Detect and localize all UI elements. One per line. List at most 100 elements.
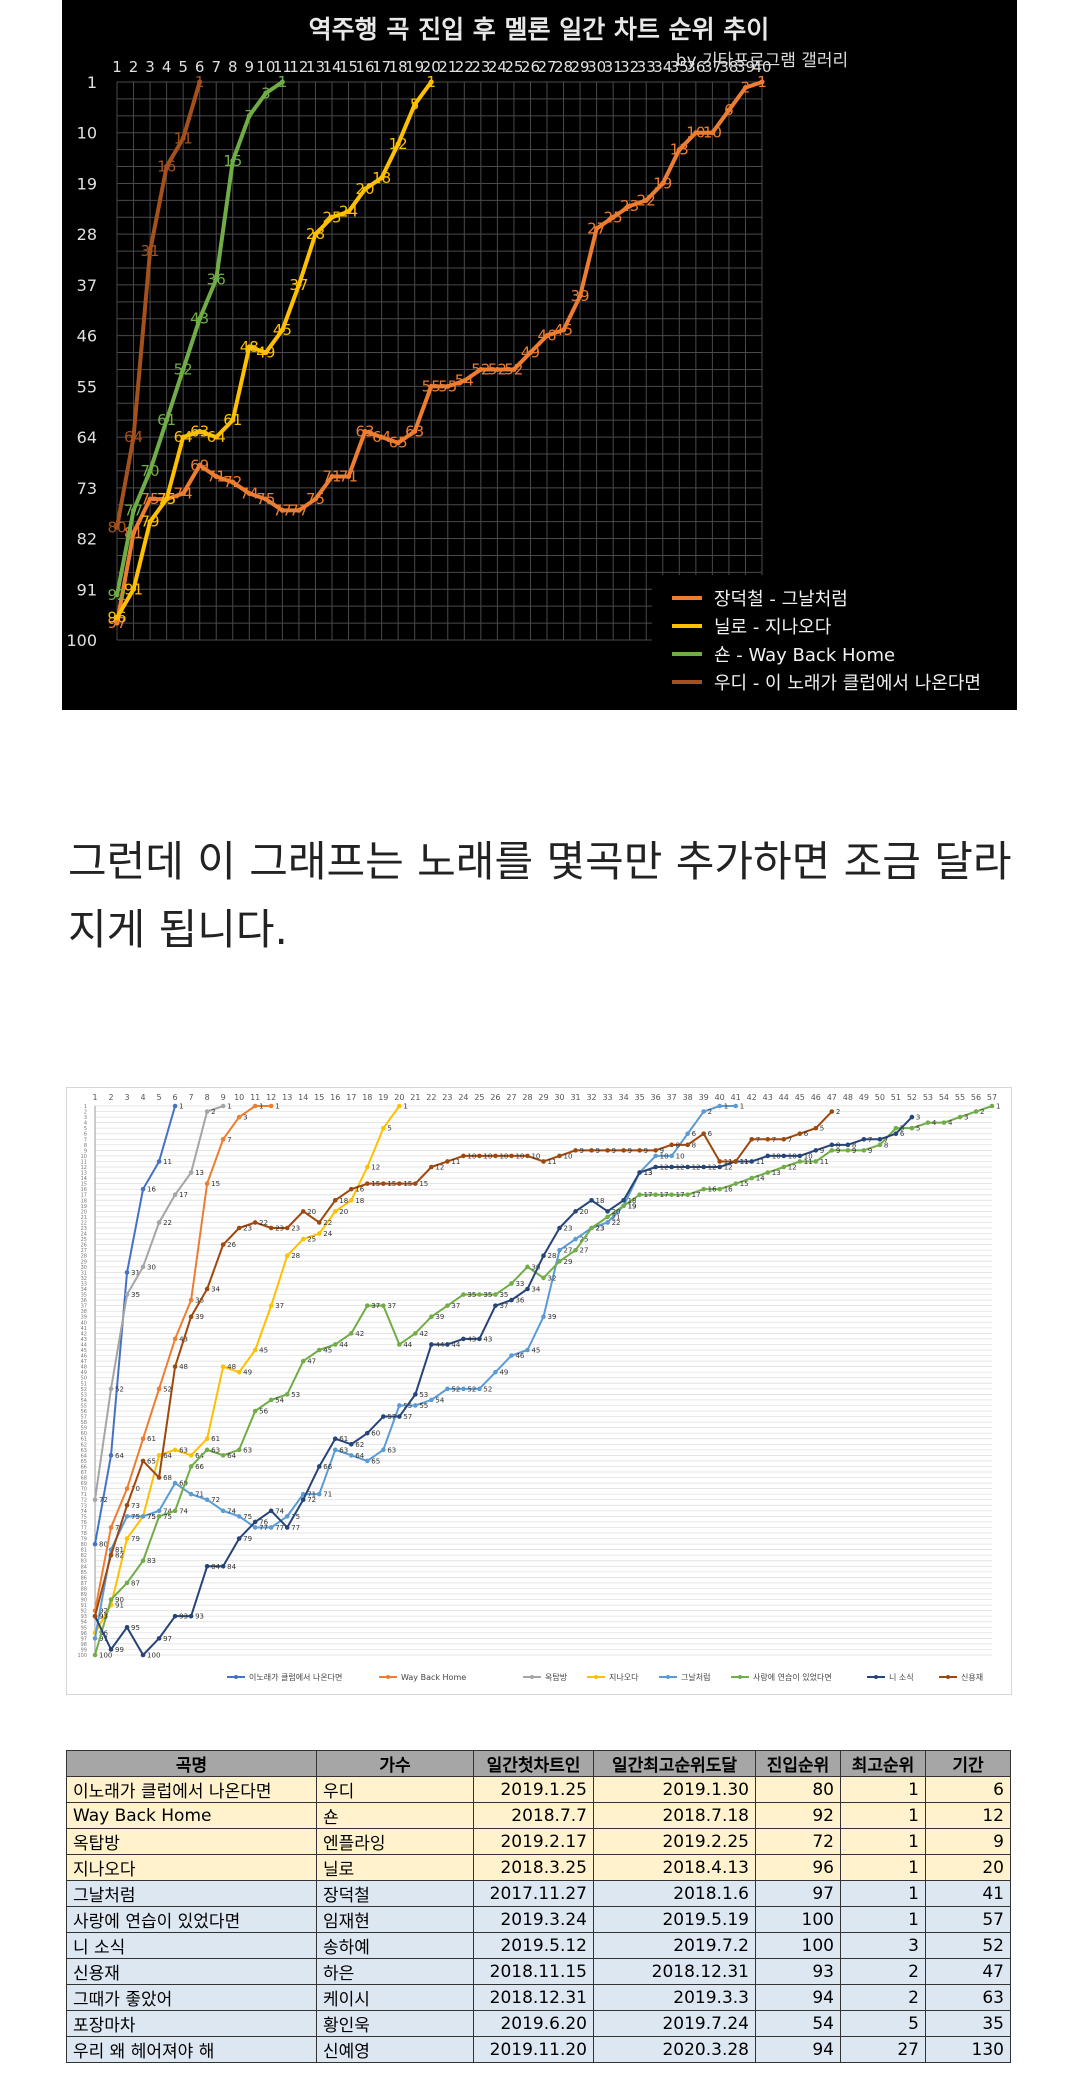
y-tick-label: 18: [81, 1198, 87, 1204]
data-label: 72: [99, 1496, 108, 1504]
data-label: 71: [339, 468, 358, 486]
y-tick-label: 23: [81, 1226, 87, 1232]
data-label: 64: [372, 428, 391, 446]
legend-marker: [386, 1675, 390, 1679]
data-point: [164, 417, 170, 423]
data-point: [413, 1181, 418, 1186]
data-label: 47: [307, 1358, 316, 1366]
x-tick-label: 20: [422, 58, 441, 76]
data-label: 3: [964, 1114, 968, 1122]
data-point: [701, 1131, 706, 1137]
data-point: [108, 1552, 114, 1558]
table-row: 신용재 하은 2018.11.15 2018.12.31 93 2 47: [66, 1958, 1011, 1985]
data-point: [557, 1258, 562, 1264]
data-point: [544, 333, 550, 339]
legend-marker: [234, 1675, 238, 1679]
data-point: [637, 1148, 642, 1153]
data-label: 79: [131, 1535, 140, 1543]
data-point: [252, 1408, 258, 1414]
x-tick-label: 31: [570, 1093, 580, 1102]
data-point: [156, 1453, 162, 1458]
data-label: 52: [471, 360, 490, 378]
data-point: [412, 102, 418, 108]
y-tick-label: 42: [81, 1331, 87, 1337]
data-point: [605, 1148, 610, 1153]
x-tick-label: 4: [141, 1093, 146, 1102]
data-point: [685, 1164, 690, 1170]
data-label: 46: [515, 1352, 524, 1360]
y-tick-label: 73: [81, 1503, 87, 1509]
data-label: 71: [322, 468, 341, 486]
data-label: 1: [724, 1103, 728, 1111]
y-tick-label: 17: [81, 1193, 87, 1199]
data-label: 61: [223, 411, 242, 429]
song-stats-table: 곡명 가수 일간첫차트인 일간최고순위도달 진입순위 최고순위 기간 이노래가 …: [66, 1750, 1011, 2063]
data-label: 52: [451, 1385, 460, 1393]
data-point: [877, 1142, 883, 1148]
data-point: [429, 1164, 434, 1170]
data-label: 10: [686, 124, 705, 142]
data-label: 13: [670, 141, 689, 159]
y-tick-label: 35: [81, 1293, 87, 1299]
data-point: [509, 1297, 514, 1303]
table-cell: 20: [925, 1854, 1011, 1881]
y-tick-label: 100: [66, 631, 97, 650]
legend-marker: [874, 1675, 878, 1679]
table-row: 지나오다 닐로 2018.3.25 2018.4.13 96 1 20: [66, 1854, 1011, 1881]
data-label: 27: [564, 1247, 573, 1255]
data-label: 84: [211, 1563, 220, 1571]
y-tick-label: 43: [81, 1337, 87, 1343]
data-point: [263, 90, 269, 96]
data-point: [263, 350, 269, 356]
y-tick-label: 66: [81, 1464, 87, 1470]
data-label: 1: [195, 73, 205, 91]
x-tick-label: 17: [346, 1093, 356, 1102]
data-point: [348, 1453, 354, 1458]
x-tick-label: 25: [504, 58, 523, 76]
x-tick-label: 28: [522, 1093, 532, 1102]
series-line: [115, 80, 763, 624]
data-point: [284, 1392, 290, 1397]
data-point: [220, 1242, 226, 1247]
data-label: 11: [804, 1158, 813, 1166]
data-point: [156, 1159, 162, 1164]
y-tick-label: 83: [81, 1559, 87, 1565]
data-label: 5: [410, 96, 420, 114]
table-cell: 3: [840, 1932, 926, 1959]
data-label: 19: [653, 174, 672, 192]
data-label: 66: [195, 1463, 204, 1471]
data-point: [296, 282, 302, 288]
data-point: [140, 1514, 146, 1519]
data-point: [605, 1214, 610, 1220]
x-tick-label: 37: [667, 1093, 677, 1102]
data-point: [204, 1497, 210, 1503]
data-label: 54: [275, 1396, 284, 1404]
rank-trend-chart-dark: 역주행 곡 진입 후 멜론 일간 차트 순위 추이 by 기타프로그램 갤러리 …: [62, 0, 1017, 710]
table-cell: 그때가 좋았어: [66, 1984, 317, 2011]
data-label: 11: [740, 1158, 749, 1166]
data-label: 49: [521, 344, 540, 362]
x-tick-label: 4: [162, 58, 172, 76]
data-label: 75: [306, 490, 325, 508]
data-point: [557, 1153, 562, 1159]
table-cell: 포장마차: [66, 2010, 317, 2037]
table-header-row: 곡명 가수 일간첫차트인 일간최고순위도달 진입순위 최고순위 기간: [66, 1750, 1011, 1777]
data-point: [230, 417, 236, 423]
data-label: 13: [644, 1169, 653, 1177]
data-point: [643, 197, 649, 203]
data-label: 19: [628, 1202, 637, 1210]
y-tick-label: 44: [81, 1342, 87, 1348]
data-point: [220, 1103, 226, 1109]
data-label: 91: [115, 1602, 124, 1610]
x-tick-label: 13: [282, 1093, 292, 1102]
data-label: 18: [339, 1197, 348, 1205]
data-label: 17: [660, 1191, 669, 1199]
data-point: [395, 440, 401, 446]
table-cell: 52: [925, 1932, 1011, 1959]
legend-label: 숀 - Way Back Home: [714, 645, 895, 666]
data-point: [252, 1525, 258, 1530]
data-point: [845, 1148, 851, 1153]
data-label: 27: [587, 220, 606, 238]
data-label: 77: [259, 1524, 268, 1532]
data-point: [829, 1109, 835, 1114]
